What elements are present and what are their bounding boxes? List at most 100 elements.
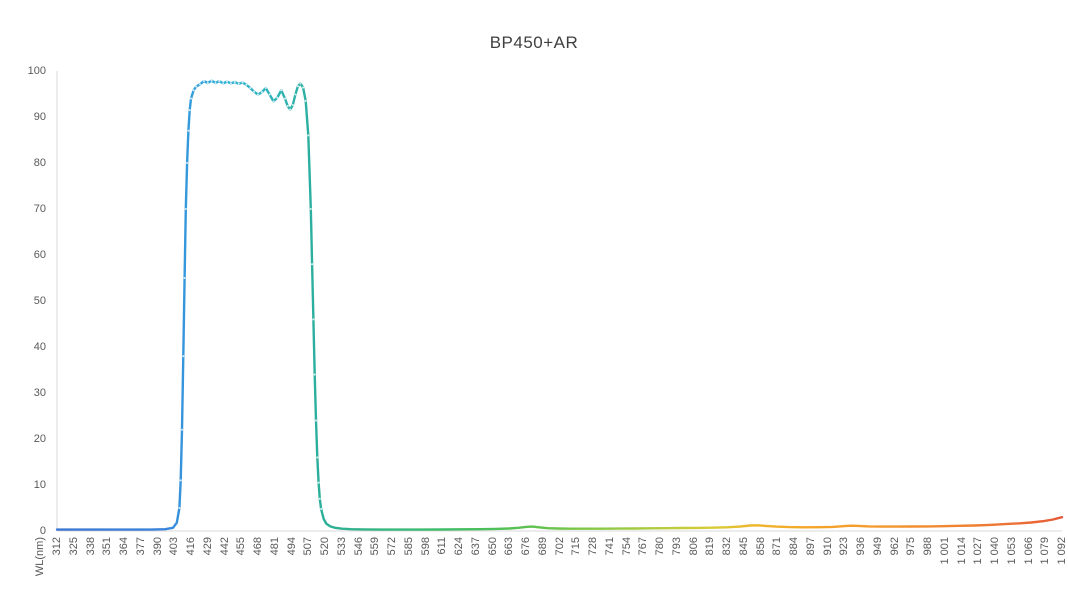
line-marker-bead: [192, 89, 195, 92]
y-tick-label: 100: [27, 64, 46, 77]
y-tick-label: 10: [33, 478, 46, 491]
x-tick-label: 1 092: [1056, 537, 1068, 565]
line-marker-bead: [189, 97, 193, 100]
x-tick-label: 312: [51, 537, 63, 556]
line-marker-bead: [206, 81, 209, 85]
x-tick-label: 559: [369, 537, 382, 556]
x-tick-label: 325: [67, 537, 80, 556]
line-marker-bead: [280, 89, 283, 92]
line-marker-bead: [296, 85, 299, 88]
line-marker-bead: [307, 134, 310, 137]
x-axis-title: WL(nm): [34, 537, 47, 577]
x-tick-label: 819: [704, 537, 717, 556]
y-tick-label: 50: [33, 294, 46, 307]
x-tick-label: 403: [168, 537, 181, 556]
x-tick-label: 845: [737, 537, 750, 556]
x-tick-label: 663: [503, 537, 516, 556]
line-marker-bead: [253, 90, 256, 93]
x-tick-label: 520: [319, 537, 331, 556]
line-marker-bead: [312, 318, 315, 321]
line-marker-bead: [317, 481, 320, 484]
x-tick-label: 429: [201, 537, 214, 556]
chart-title: BP450+AR: [489, 33, 579, 52]
x-tick-label: 832: [721, 537, 733, 556]
x-tick-label: 533: [335, 537, 348, 556]
y-tick-label: 30: [33, 386, 46, 399]
line-marker-bead: [264, 86, 267, 90]
x-tick-label: 793: [670, 537, 683, 556]
x-tick-label: 364: [118, 537, 130, 556]
spectrum-line: [55, 79, 1064, 531]
x-tick-label: 728: [587, 537, 599, 556]
x-tick-label: 455: [235, 537, 248, 556]
y-tick-label: 70: [33, 202, 46, 215]
x-tick-label: 637: [469, 537, 482, 556]
line-marker-bead: [284, 97, 287, 100]
x-tick-label: 923: [838, 537, 851, 556]
y-tick-label: 0: [39, 524, 46, 537]
x-tick-label: 624: [453, 537, 465, 556]
x-tick-label: 975: [905, 537, 918, 556]
line-marker-bead: [311, 263, 314, 266]
line-marker-bead: [245, 83, 248, 86]
line-marker-bead: [304, 99, 307, 102]
y-tick-label: 90: [33, 110, 46, 123]
x-tick-label: 767: [637, 537, 650, 556]
x-tick-label: 351: [101, 537, 114, 556]
x-tick-label: 377: [134, 537, 147, 556]
x-tick-label: 468: [252, 537, 264, 556]
line-marker-bead: [237, 82, 240, 85]
line-marker-bead: [260, 91, 263, 94]
x-tick-label: 390: [151, 537, 164, 556]
line-marker-bead: [178, 506, 181, 510]
line-marker-bead: [286, 104, 289, 108]
line-marker-bead: [180, 428, 184, 431]
line-marker-bead: [294, 93, 297, 96]
y-tick-label: 40: [33, 340, 46, 353]
line-marker-bead: [276, 96, 279, 99]
line-marker-bead: [195, 85, 198, 88]
line-marker-bead: [302, 86, 305, 89]
y-tick-label: 60: [33, 248, 46, 261]
x-tick-label: 1 014: [955, 537, 968, 565]
x-tick-label: 442: [218, 537, 231, 556]
line-marker-bead: [179, 479, 182, 482]
line-marker-bead: [299, 82, 302, 85]
line-marker-bead: [313, 373, 316, 376]
line-marker-bead: [182, 355, 185, 358]
x-tick-label: 1 079: [1039, 537, 1052, 565]
x-tick-label: 1 040: [989, 537, 1001, 565]
line-marker-bead: [202, 80, 205, 83]
line-marker-bead: [291, 103, 294, 107]
line-marker-bead: [210, 79, 213, 82]
line-marker-bead: [226, 80, 229, 83]
line-marker-bead: [309, 207, 312, 211]
x-tick-label: 481: [268, 537, 281, 556]
x-tick-label: 988: [922, 537, 934, 556]
x-tick-label: 650: [486, 537, 499, 556]
x-tick-label: 416: [185, 537, 197, 556]
x-tick-label: 949: [871, 537, 884, 556]
x-tick-label: 936: [855, 537, 867, 556]
x-tick-label: 806: [687, 537, 700, 556]
line-marker-bead: [198, 83, 202, 86]
line-marker-bead: [256, 93, 260, 96]
x-tick-label: 572: [386, 537, 398, 556]
line-marker-bead: [186, 161, 189, 165]
x-tick-label: 1 066: [1022, 537, 1035, 565]
x-tick-label: 702: [553, 537, 566, 556]
x-tick-label: 507: [302, 537, 315, 556]
x-tick-label: 611: [436, 537, 449, 555]
line-marker-bead: [187, 129, 190, 132]
line-marker-bead: [188, 109, 191, 112]
x-tick-label: 715: [570, 537, 583, 556]
line-marker-bead: [183, 276, 186, 280]
y-tick-label: 20: [33, 432, 46, 445]
line-marker-bead: [318, 497, 321, 500]
x-tick-label: 338: [84, 537, 97, 556]
line-marker-bead: [233, 80, 236, 84]
line-marker-bead: [184, 207, 187, 211]
x-tick-label: 546: [352, 537, 365, 556]
